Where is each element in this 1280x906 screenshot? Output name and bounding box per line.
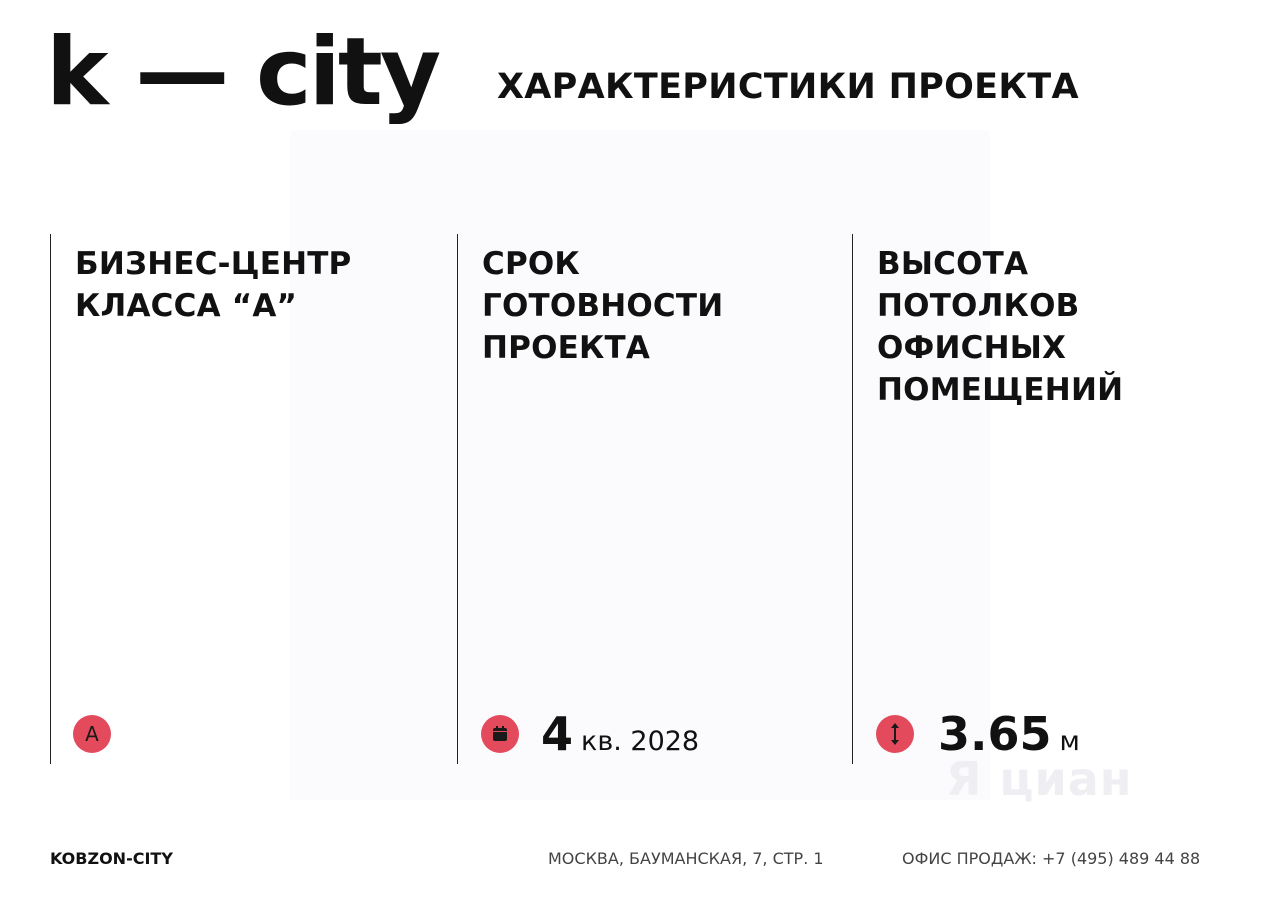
deadline-number: 4 bbox=[541, 707, 574, 761]
column-divider bbox=[457, 234, 458, 764]
deadline-unit: кв. 2028 bbox=[581, 726, 700, 757]
watermark-panel bbox=[290, 130, 990, 800]
ceiling-value: 3.65 м bbox=[938, 706, 1080, 770]
class-a-icon: A bbox=[73, 715, 111, 753]
calendar-icon bbox=[481, 715, 519, 753]
title-line: ПОТОЛКОВ bbox=[877, 288, 1080, 324]
ceiling-unit: м bbox=[1059, 726, 1080, 757]
cian-watermark: Я циан bbox=[946, 752, 1133, 806]
column-title-deadline: СРОК ГОТОВНОСТИ ПРОЕКТА bbox=[482, 243, 723, 369]
column-divider bbox=[50, 234, 51, 764]
title-line: БИЗНЕС-ЦЕНТР bbox=[75, 246, 352, 282]
footer-address: МОСКВА, БАУМАНСКАЯ, 7, СТР. 1 bbox=[548, 849, 824, 868]
title-line: СРОК bbox=[482, 246, 580, 282]
page-title: ХАРАКТЕРИСТИКИ ПРОЕКТА bbox=[497, 67, 1079, 107]
footer-phone: ОФИС ПРОДАЖ: +7 (495) 489 44 88 bbox=[902, 849, 1201, 868]
deadline-value: 4 кв. 2028 bbox=[541, 706, 699, 770]
title-line: ГОТОВНОСТИ bbox=[482, 288, 724, 324]
ceiling-number: 3.65 bbox=[938, 707, 1052, 761]
brand-logo: k — city bbox=[46, 18, 441, 127]
title-line: ПРОЕКТА bbox=[482, 330, 651, 366]
column-divider bbox=[852, 234, 853, 764]
column-title-ceiling: ВЫСОТА ПОТОЛКОВ ОФИСНЫХ ПОМЕЩЕНИЙ bbox=[877, 243, 1123, 411]
vertical-arrows-icon bbox=[876, 715, 914, 753]
title-line: ОФИСНЫХ bbox=[877, 330, 1067, 366]
badge-letter: A bbox=[85, 722, 99, 746]
title-line: КЛАССА “А” bbox=[75, 288, 298, 324]
footer-brand: KOBZON-CITY bbox=[50, 849, 173, 868]
title-line: ПОМЕЩЕНИЙ bbox=[877, 372, 1124, 408]
column-title-class: БИЗНЕС-ЦЕНТР КЛАССА “А” bbox=[75, 243, 351, 327]
title-line: ВЫСОТА bbox=[877, 246, 1029, 282]
